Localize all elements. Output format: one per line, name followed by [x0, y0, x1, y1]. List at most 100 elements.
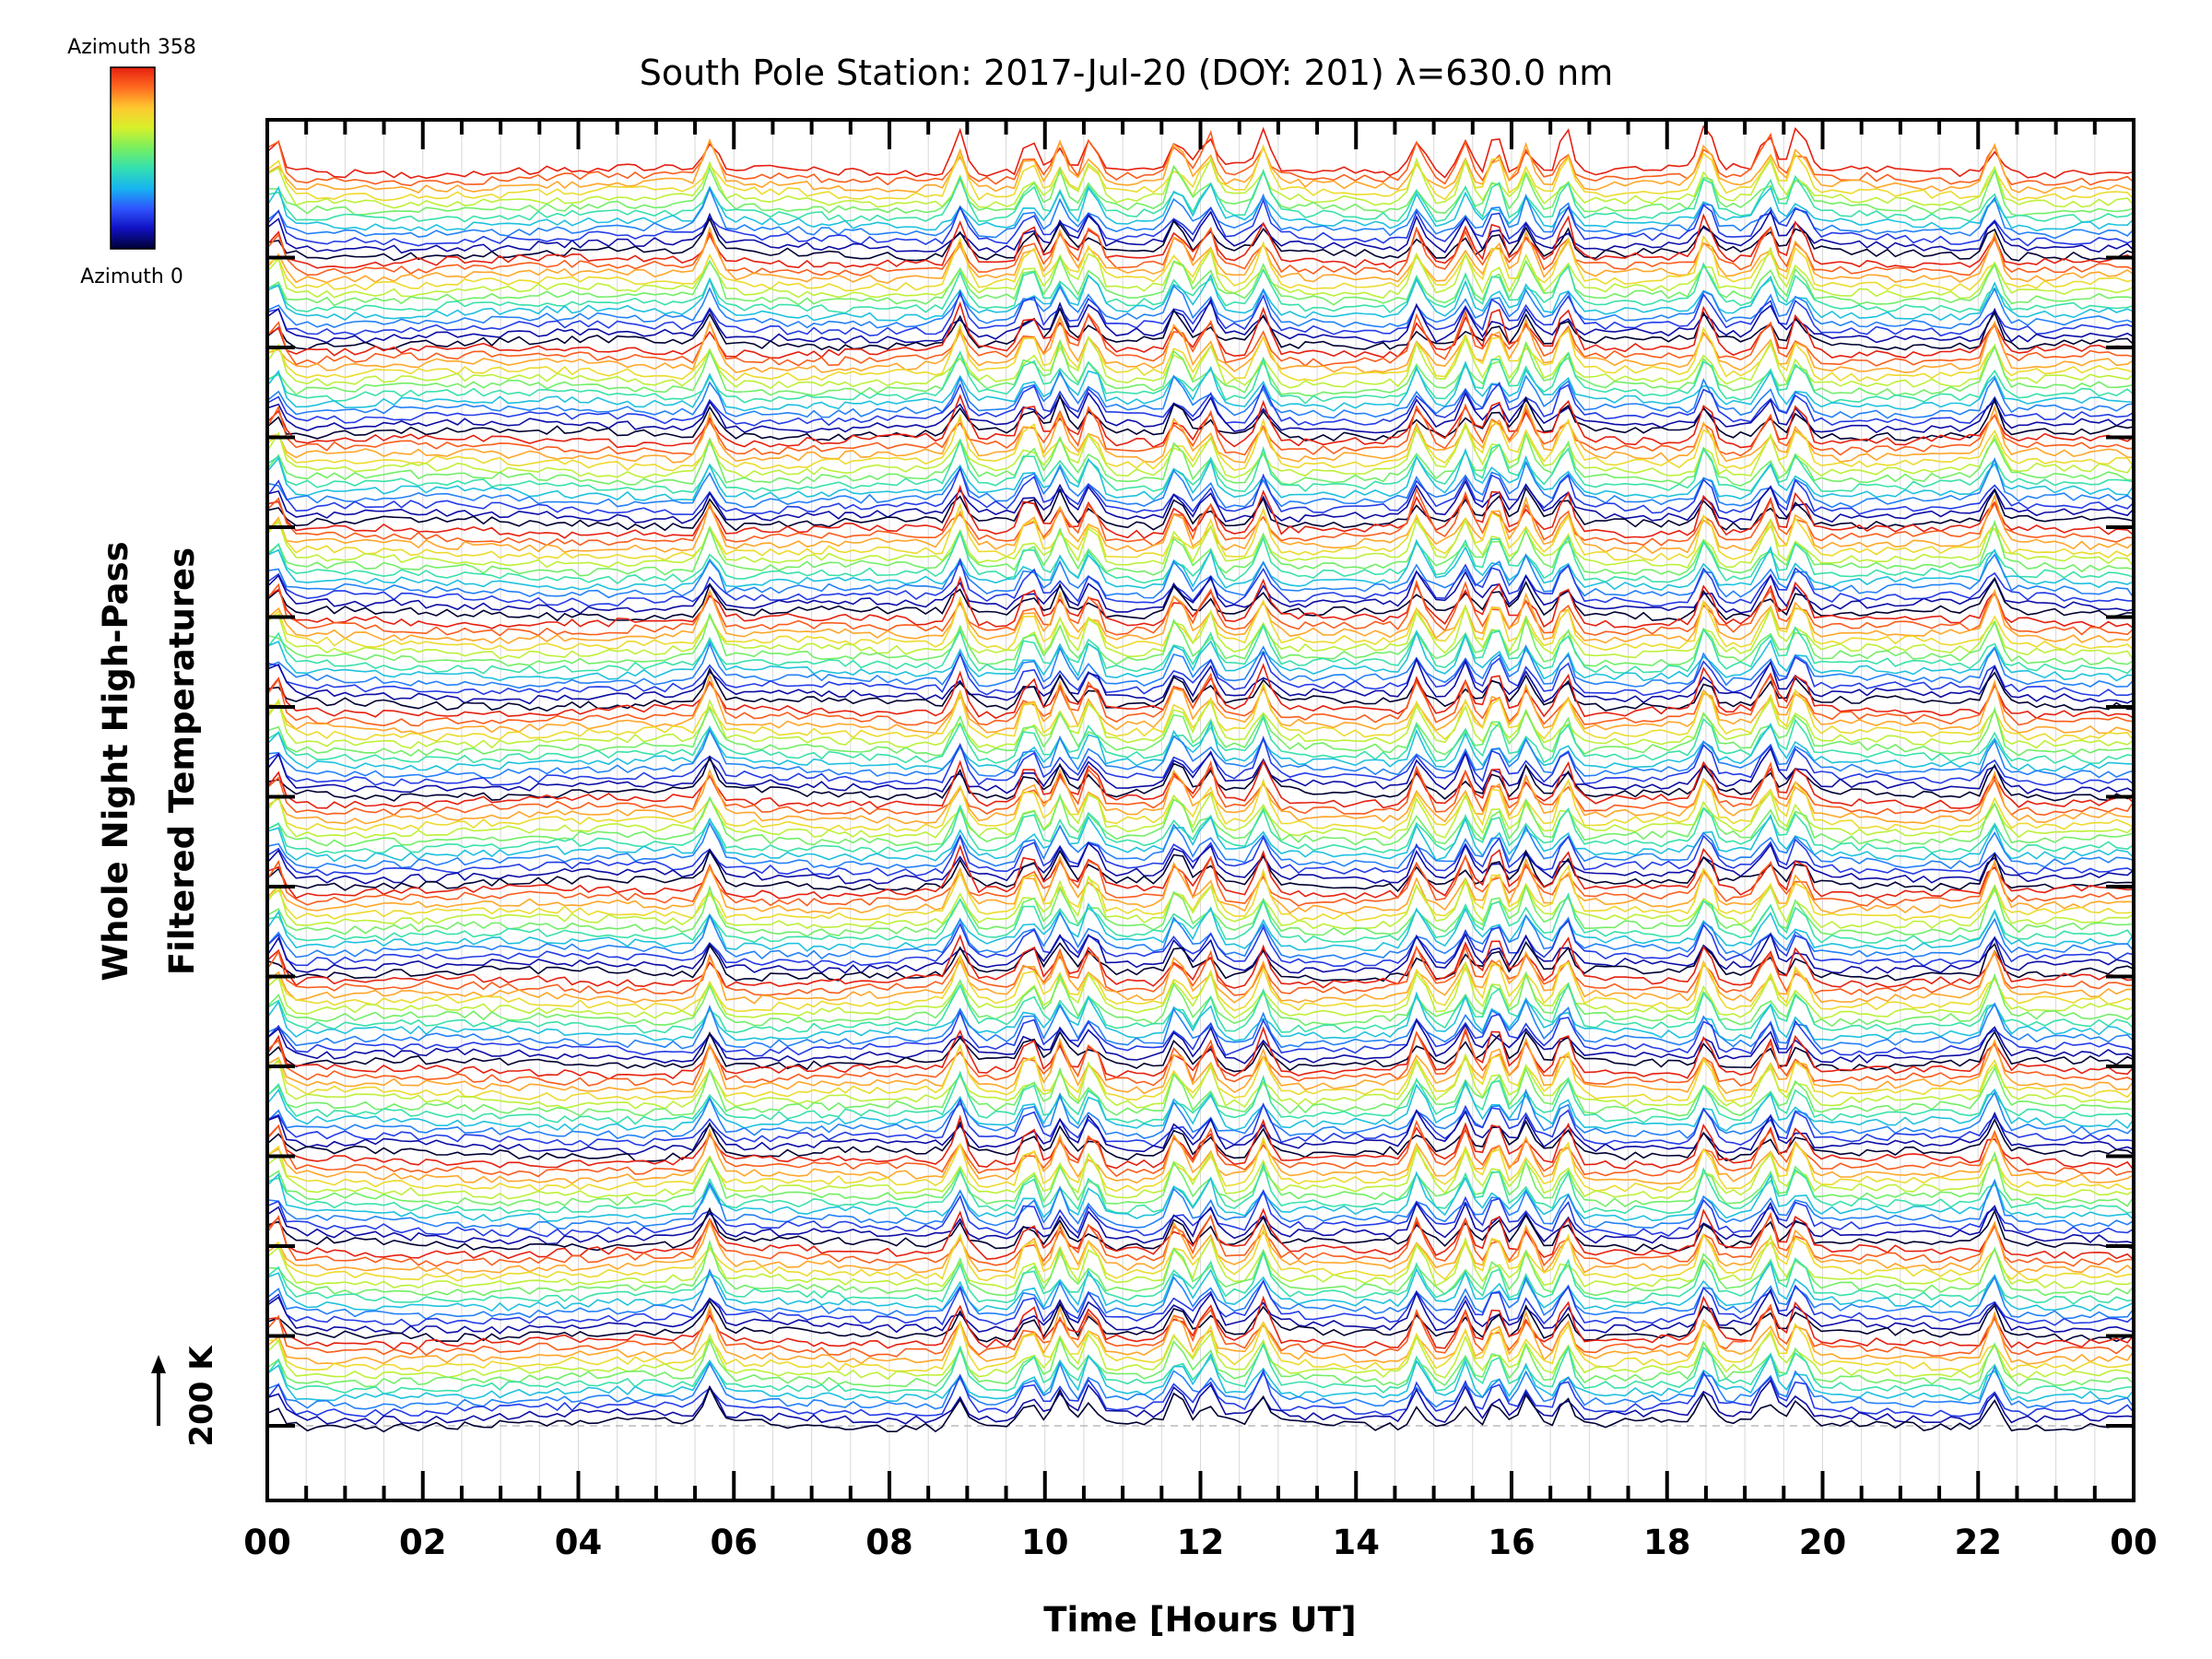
series-line [268, 814, 2133, 863]
series-line [268, 518, 2133, 570]
series-line [268, 391, 2133, 434]
series-line [268, 274, 2133, 322]
series-line [268, 1135, 2133, 1193]
series-line [268, 715, 2133, 764]
series-line [268, 1261, 2133, 1312]
series-line [268, 821, 2133, 870]
series-line [268, 1171, 2133, 1222]
series-line [268, 1267, 2133, 1321]
x-tick-label: 08 [865, 1523, 913, 1562]
series-line [268, 790, 2133, 840]
series-line [268, 394, 2133, 442]
series-line [268, 768, 2133, 825]
series-line [268, 182, 2133, 232]
x-axis-label: Time [Hours UT] [1043, 1600, 1356, 1640]
series-line [268, 314, 2133, 374]
series-line [268, 1379, 2133, 1426]
series-line [268, 1030, 2133, 1073]
series-line [268, 706, 2133, 757]
series-line [268, 486, 2133, 532]
series-line [268, 423, 2133, 479]
series-line [268, 197, 2133, 247]
chart-title: South Pole Station: 2017-Jul-20 (DOY: 20… [640, 53, 1614, 93]
series-line [268, 456, 2133, 509]
series-line [268, 1026, 2133, 1087]
series-line [268, 403, 2133, 457]
series-line [268, 953, 2133, 1012]
series-line [268, 875, 2133, 930]
series-line [268, 778, 2133, 832]
series-line [268, 1119, 2133, 1178]
series-line [268, 934, 2133, 989]
series-line [268, 284, 2133, 330]
series-line [268, 1303, 2133, 1358]
series-line [268, 487, 2133, 547]
series-line [268, 945, 2133, 996]
series-line [268, 998, 2133, 1050]
series-line [268, 235, 2133, 292]
series-line [268, 1303, 2133, 1365]
series-line [268, 335, 2133, 390]
series-line [268, 157, 2133, 209]
series-line [268, 1234, 2133, 1290]
series-line [268, 919, 2133, 968]
series-line [268, 1332, 2133, 1381]
series-line [268, 570, 2133, 615]
series-line [268, 804, 2133, 855]
series-line [268, 1070, 2133, 1125]
series-line [268, 226, 2133, 276]
scale-label: 200 K [183, 1345, 220, 1447]
series-line [268, 1109, 2133, 1155]
series-line [268, 262, 2133, 314]
x-tick-label: 06 [711, 1523, 759, 1562]
plot-area [267, 122, 2134, 1499]
series-line [268, 1341, 2133, 1395]
series-line [268, 629, 2133, 682]
series-line [268, 306, 2133, 352]
series-line [268, 1009, 2133, 1057]
series-line [268, 402, 2133, 464]
series-line [268, 1295, 2133, 1350]
series-line [268, 137, 2133, 194]
x-tick-label: 20 [1799, 1523, 1847, 1562]
series-line [268, 129, 2133, 187]
series-line [268, 519, 2133, 577]
series-line [268, 1288, 2133, 1335]
series-line [268, 1219, 2133, 1276]
x-tick-label: 00 [243, 1523, 291, 1562]
colorbar-top-label: Azimuth 358 [67, 36, 196, 59]
series-line [268, 698, 2133, 749]
series-line [268, 361, 2133, 412]
series-line [268, 502, 2133, 561]
series-line [268, 1026, 2133, 1080]
series-line [268, 1369, 2133, 1418]
series-line [268, 465, 2133, 516]
series-line [268, 208, 2133, 254]
series-line [268, 289, 2133, 337]
series-line [268, 1206, 2133, 1253]
series-line [268, 849, 2133, 892]
series-line [268, 1239, 2133, 1297]
scale-indicator: 200 K [151, 1345, 220, 1447]
scale-arrow-head [151, 1355, 166, 1373]
series-line [268, 604, 2133, 660]
series-line [268, 538, 2133, 592]
series-line [268, 982, 2133, 1034]
colorbar [110, 66, 156, 250]
series-line [268, 755, 2133, 802]
series-line [268, 1117, 2133, 1162]
series-line [268, 1179, 2133, 1230]
series-line [268, 447, 2133, 501]
series-line [268, 853, 2133, 907]
series-line [268, 124, 2133, 180]
series-line [268, 255, 2133, 307]
series-line [268, 438, 2133, 494]
series-line [268, 309, 2133, 367]
series-line [268, 1079, 2133, 1132]
series-line [268, 1250, 2133, 1305]
series-line [268, 854, 2133, 914]
series-line [268, 1053, 2133, 1110]
series-line [268, 623, 2133, 675]
series-line [268, 902, 2133, 952]
series-line [268, 246, 2133, 300]
